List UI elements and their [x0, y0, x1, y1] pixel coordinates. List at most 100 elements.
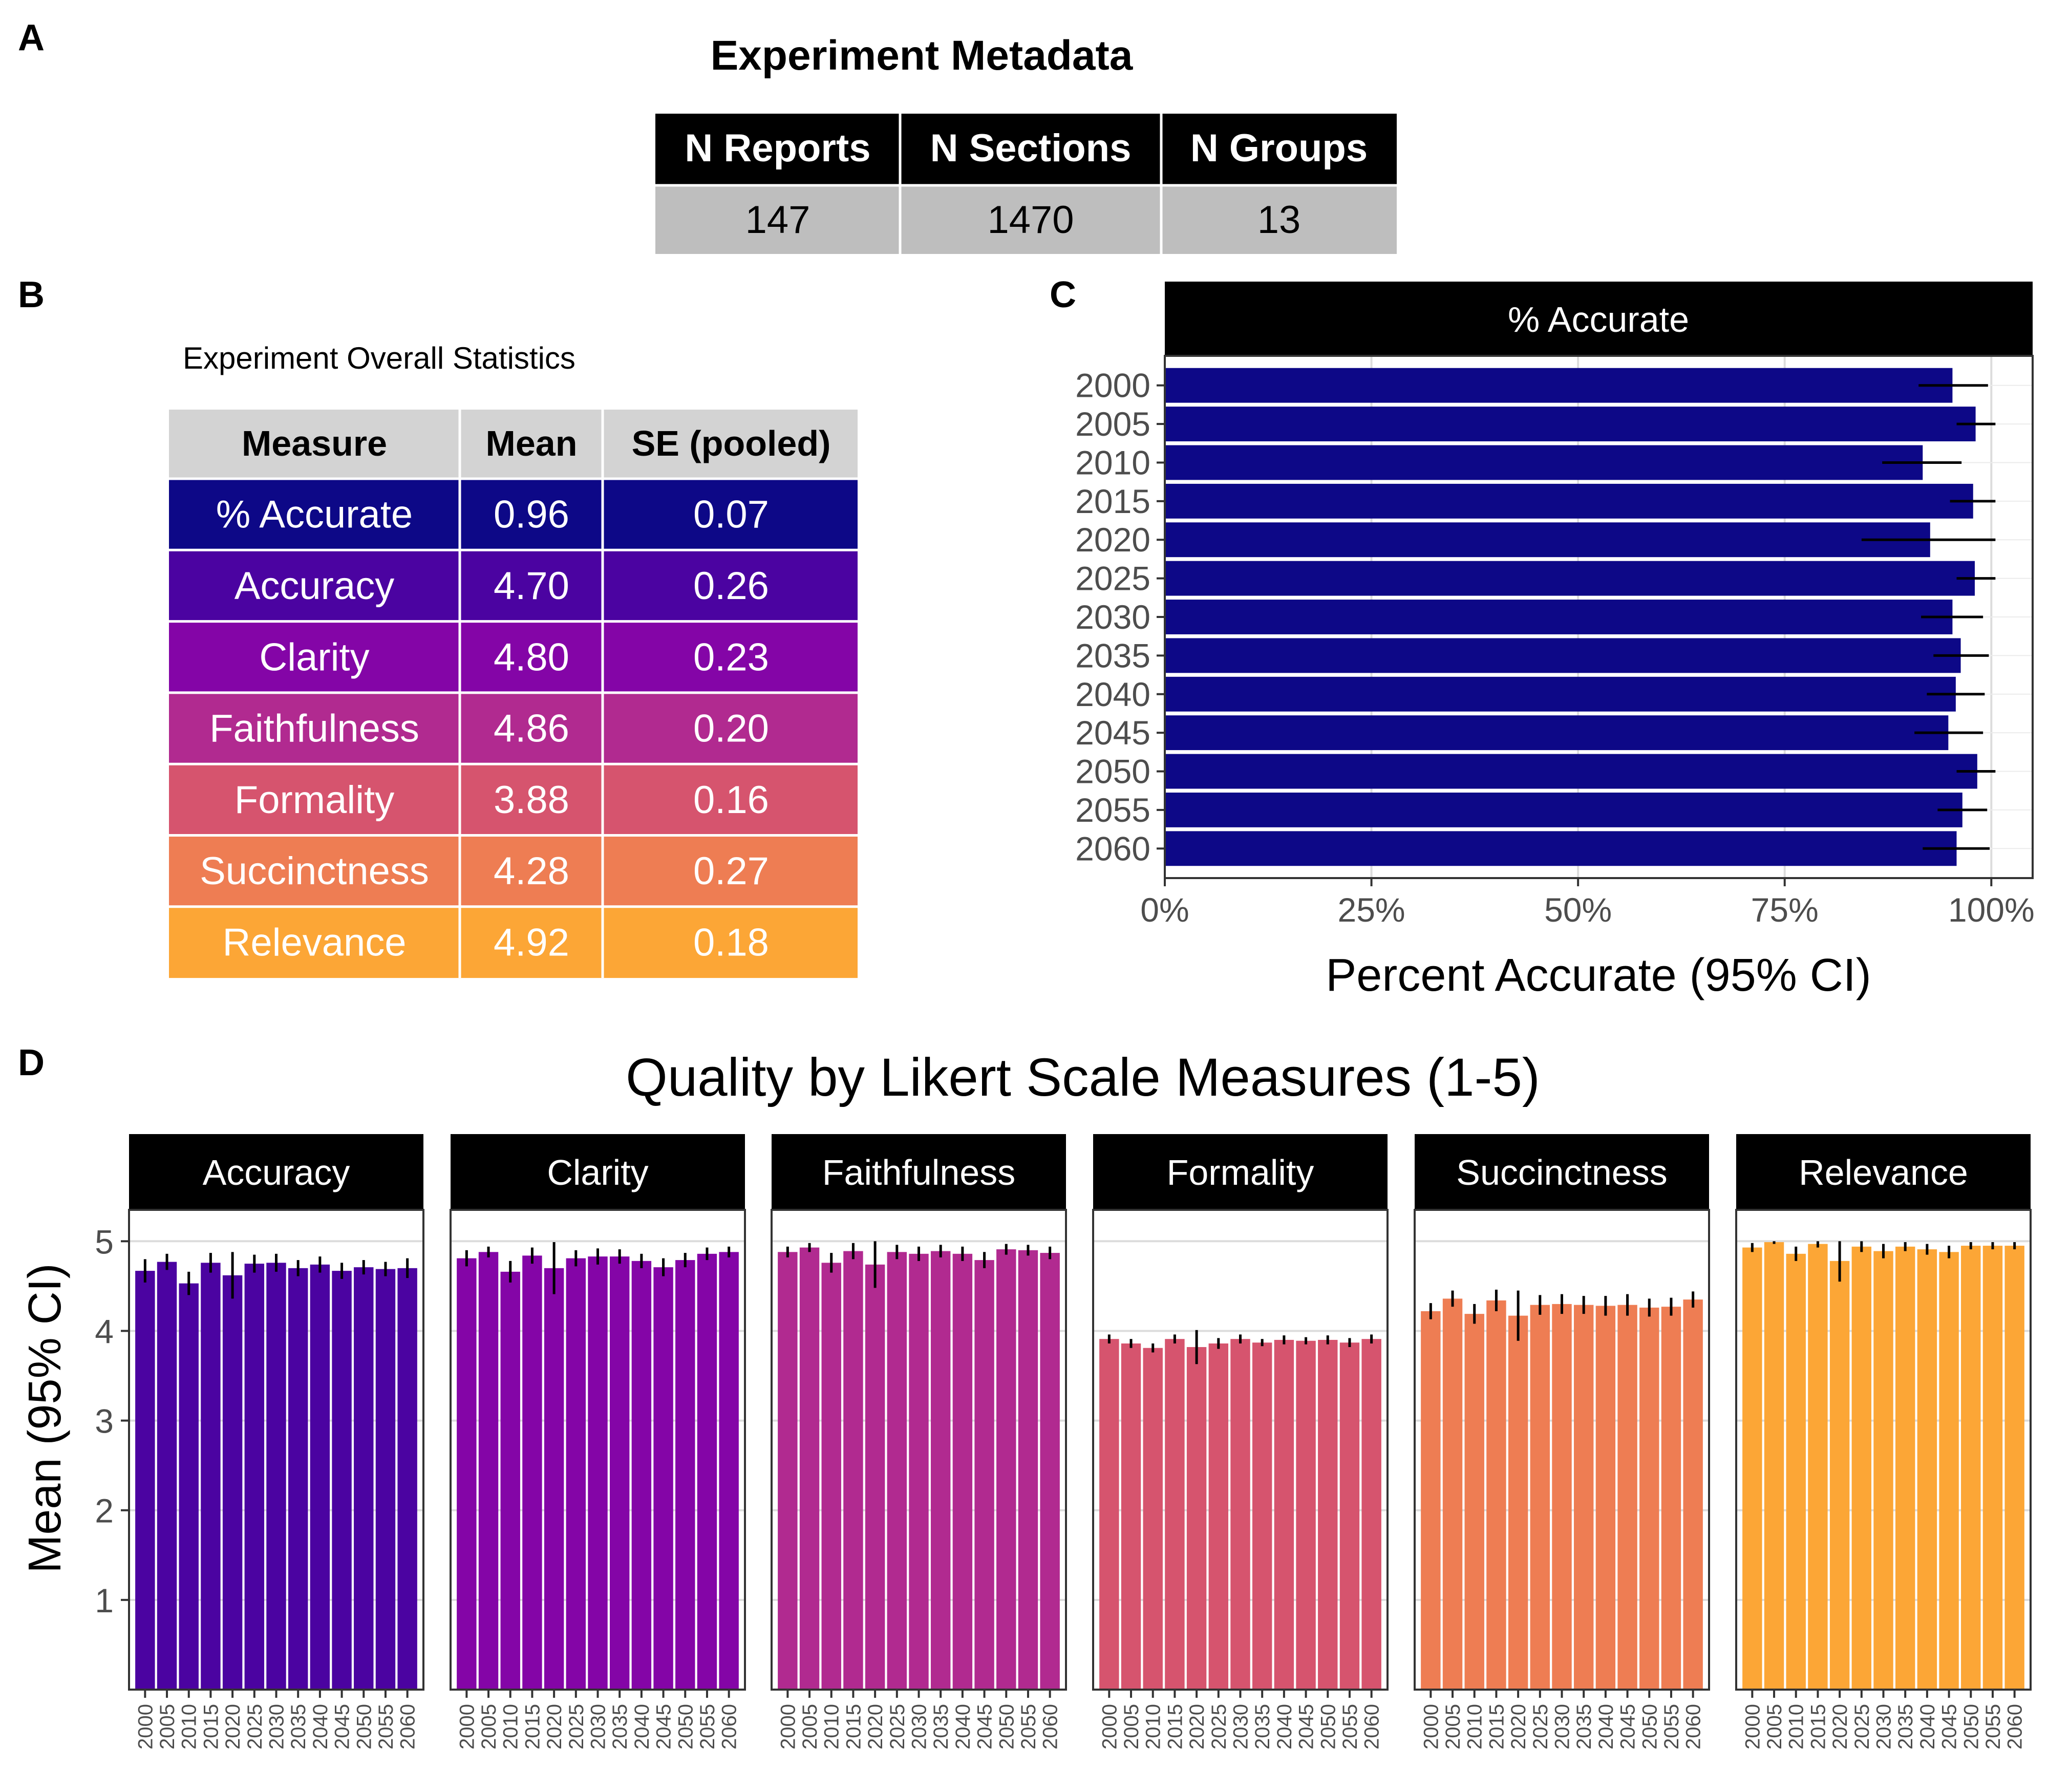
likert-bar — [288, 1268, 308, 1690]
accuracy-bar — [1165, 676, 1956, 712]
likert-x-tick-label: 2060 — [397, 1704, 419, 1750]
panel-label-d: D — [18, 1042, 45, 1083]
accuracy-y-tick-label: 2025 — [1075, 560, 1150, 598]
likert-bar — [631, 1261, 652, 1690]
likert-x-tick-label: 2040 — [309, 1704, 332, 1750]
stats-row-measure: Succinctness — [200, 849, 429, 893]
likert-bar — [1982, 1246, 2003, 1690]
likert-bar — [1530, 1305, 1550, 1690]
metadata-header-groups: N Groups — [1190, 126, 1368, 170]
metadata-value-bg — [655, 185, 1397, 254]
accuracy-bar — [1165, 754, 1977, 789]
likert-bar — [1829, 1261, 1850, 1690]
likert-bar — [952, 1253, 973, 1690]
accuracy-y-tick-label: 2060 — [1075, 829, 1150, 867]
likert-x-tick-label: 2000 — [456, 1704, 478, 1750]
likert-bar — [930, 1251, 951, 1690]
likert-facet-strip — [1736, 1134, 2031, 1210]
stats-row-mean: 4.92 — [494, 921, 569, 964]
likert-x-tick-label: 2020 — [864, 1704, 887, 1750]
likert-bar — [522, 1255, 542, 1690]
likert-bar — [544, 1268, 564, 1690]
likert-bar — [500, 1271, 520, 1690]
stats-table: Measure Mean SE (pooled) % Accurate 0.96 0… — [169, 410, 858, 978]
likert-x-tick-label: 2005 — [1763, 1704, 1786, 1750]
likert-chart-title: Quality by Likert Scale Measures (1-5) — [626, 1048, 1540, 1107]
likert-bar — [843, 1251, 863, 1690]
likert-bar — [1040, 1253, 1060, 1690]
likert-bar — [974, 1260, 994, 1690]
metadata-table: N Reports N Sections N Groups 147 1470 1… — [655, 114, 1397, 254]
metadata-header-reports: N Reports — [685, 126, 870, 170]
likert-x-tick-label: 2060 — [1039, 1704, 1062, 1750]
metadata-header-sections: N Sections — [930, 126, 1132, 170]
likert-bar — [354, 1267, 374, 1690]
likert-bar — [1873, 1251, 1893, 1690]
accuracy-x-tick-label: 75% — [1751, 891, 1819, 929]
likert-facet-title: Faithfulness — [822, 1153, 1015, 1192]
likert-x-tick-label: 2045 — [1938, 1704, 1961, 1750]
likert-x-tick-label: 2050 — [1960, 1704, 1982, 1750]
likert-x-tick-label: 2050 — [1317, 1704, 1339, 1750]
likert-bar — [1208, 1343, 1229, 1690]
likert-bar — [332, 1271, 352, 1690]
likert-facet-strip — [129, 1134, 423, 1210]
likert-x-tick-label: 2010 — [178, 1704, 201, 1750]
likert-x-tick-label: 2035 — [1573, 1704, 1595, 1750]
likert-x-tick-label: 2000 — [1420, 1704, 1442, 1750]
accuracy-facet-strip — [1165, 282, 2033, 356]
likert-bar — [1508, 1315, 1528, 1690]
accuracy-bar — [1165, 368, 1953, 403]
likert-bar — [566, 1258, 586, 1690]
likert-facet-title: Formality — [1167, 1153, 1314, 1192]
accuracy-y-tick-label: 2010 — [1075, 443, 1150, 481]
stats-row-bg — [169, 835, 858, 907]
likert-x-tick-label: 2030 — [1873, 1704, 1895, 1750]
likert-x-tick-label: 2045 — [331, 1704, 354, 1750]
stats-row-se: 0.23 — [693, 635, 769, 679]
accuracy-facet-title: % Accurate — [1508, 300, 1689, 339]
metadata-table-title: Experiment Metadata — [711, 32, 1134, 79]
likert-x-tick-label: 2055 — [375, 1704, 397, 1750]
likert-x-tick-label: 2015 — [200, 1704, 222, 1750]
likert-bar — [1617, 1305, 1637, 1690]
likert-bar — [375, 1269, 396, 1690]
stats-row-se: 0.26 — [693, 564, 769, 608]
likert-x-tick-label: 2030 — [1551, 1704, 1574, 1750]
accuracy-y-tick-label: 2030 — [1075, 598, 1150, 636]
likert-x-tick-label: 2025 — [1529, 1704, 1552, 1750]
likert-x-tick-label: 2025 — [244, 1704, 266, 1750]
likert-facet: Faithfulness 2000200520102015202020252030… — [771, 1134, 1067, 1750]
likert-x-tick-label: 2060 — [1361, 1704, 1383, 1750]
likert-x-tick-label: 2035 — [609, 1704, 631, 1750]
likert-x-tick-label: 2000 — [777, 1704, 799, 1750]
likert-facet-title: Clarity — [547, 1153, 648, 1192]
stats-row-measure: Clarity — [259, 635, 369, 679]
likert-y-tick-label: 3 — [95, 1402, 114, 1440]
stats-row-measure: Relevance — [222, 921, 406, 964]
likert-x-tick-label: 2015 — [842, 1704, 865, 1750]
stats-row-mean: 4.86 — [494, 707, 569, 751]
likert-x-tick-label: 2010 — [500, 1704, 522, 1750]
stats-row-se: 0.20 — [693, 707, 769, 751]
stats-row-bg — [169, 479, 858, 550]
accuracy-bar — [1165, 600, 1953, 634]
likert-bar — [865, 1264, 885, 1690]
likert-bar — [1939, 1252, 1959, 1690]
likert-x-tick-label: 2005 — [478, 1704, 500, 1750]
likert-facet: Accuracy 20002005201020152020202520302035… — [128, 1134, 424, 1750]
likert-plot-border — [1092, 1209, 1389, 1691]
likert-bar — [1917, 1249, 1937, 1690]
stats-row-measure: % Accurate — [216, 493, 413, 537]
stats-row-bg — [169, 550, 858, 622]
likert-bar — [1486, 1300, 1506, 1690]
likert-bar — [1683, 1299, 1703, 1690]
likert-y-tick-label: 1 — [95, 1582, 114, 1619]
likert-bar — [1339, 1342, 1360, 1690]
likert-y-axis-label: Mean (95% CI) — [19, 1263, 71, 1573]
likert-x-tick-label: 2015 — [1807, 1704, 1829, 1750]
likert-facet-title: Succinctness — [1456, 1153, 1667, 1192]
likert-bar — [675, 1260, 695, 1690]
likert-bar — [179, 1283, 199, 1690]
likert-bar — [397, 1268, 417, 1690]
